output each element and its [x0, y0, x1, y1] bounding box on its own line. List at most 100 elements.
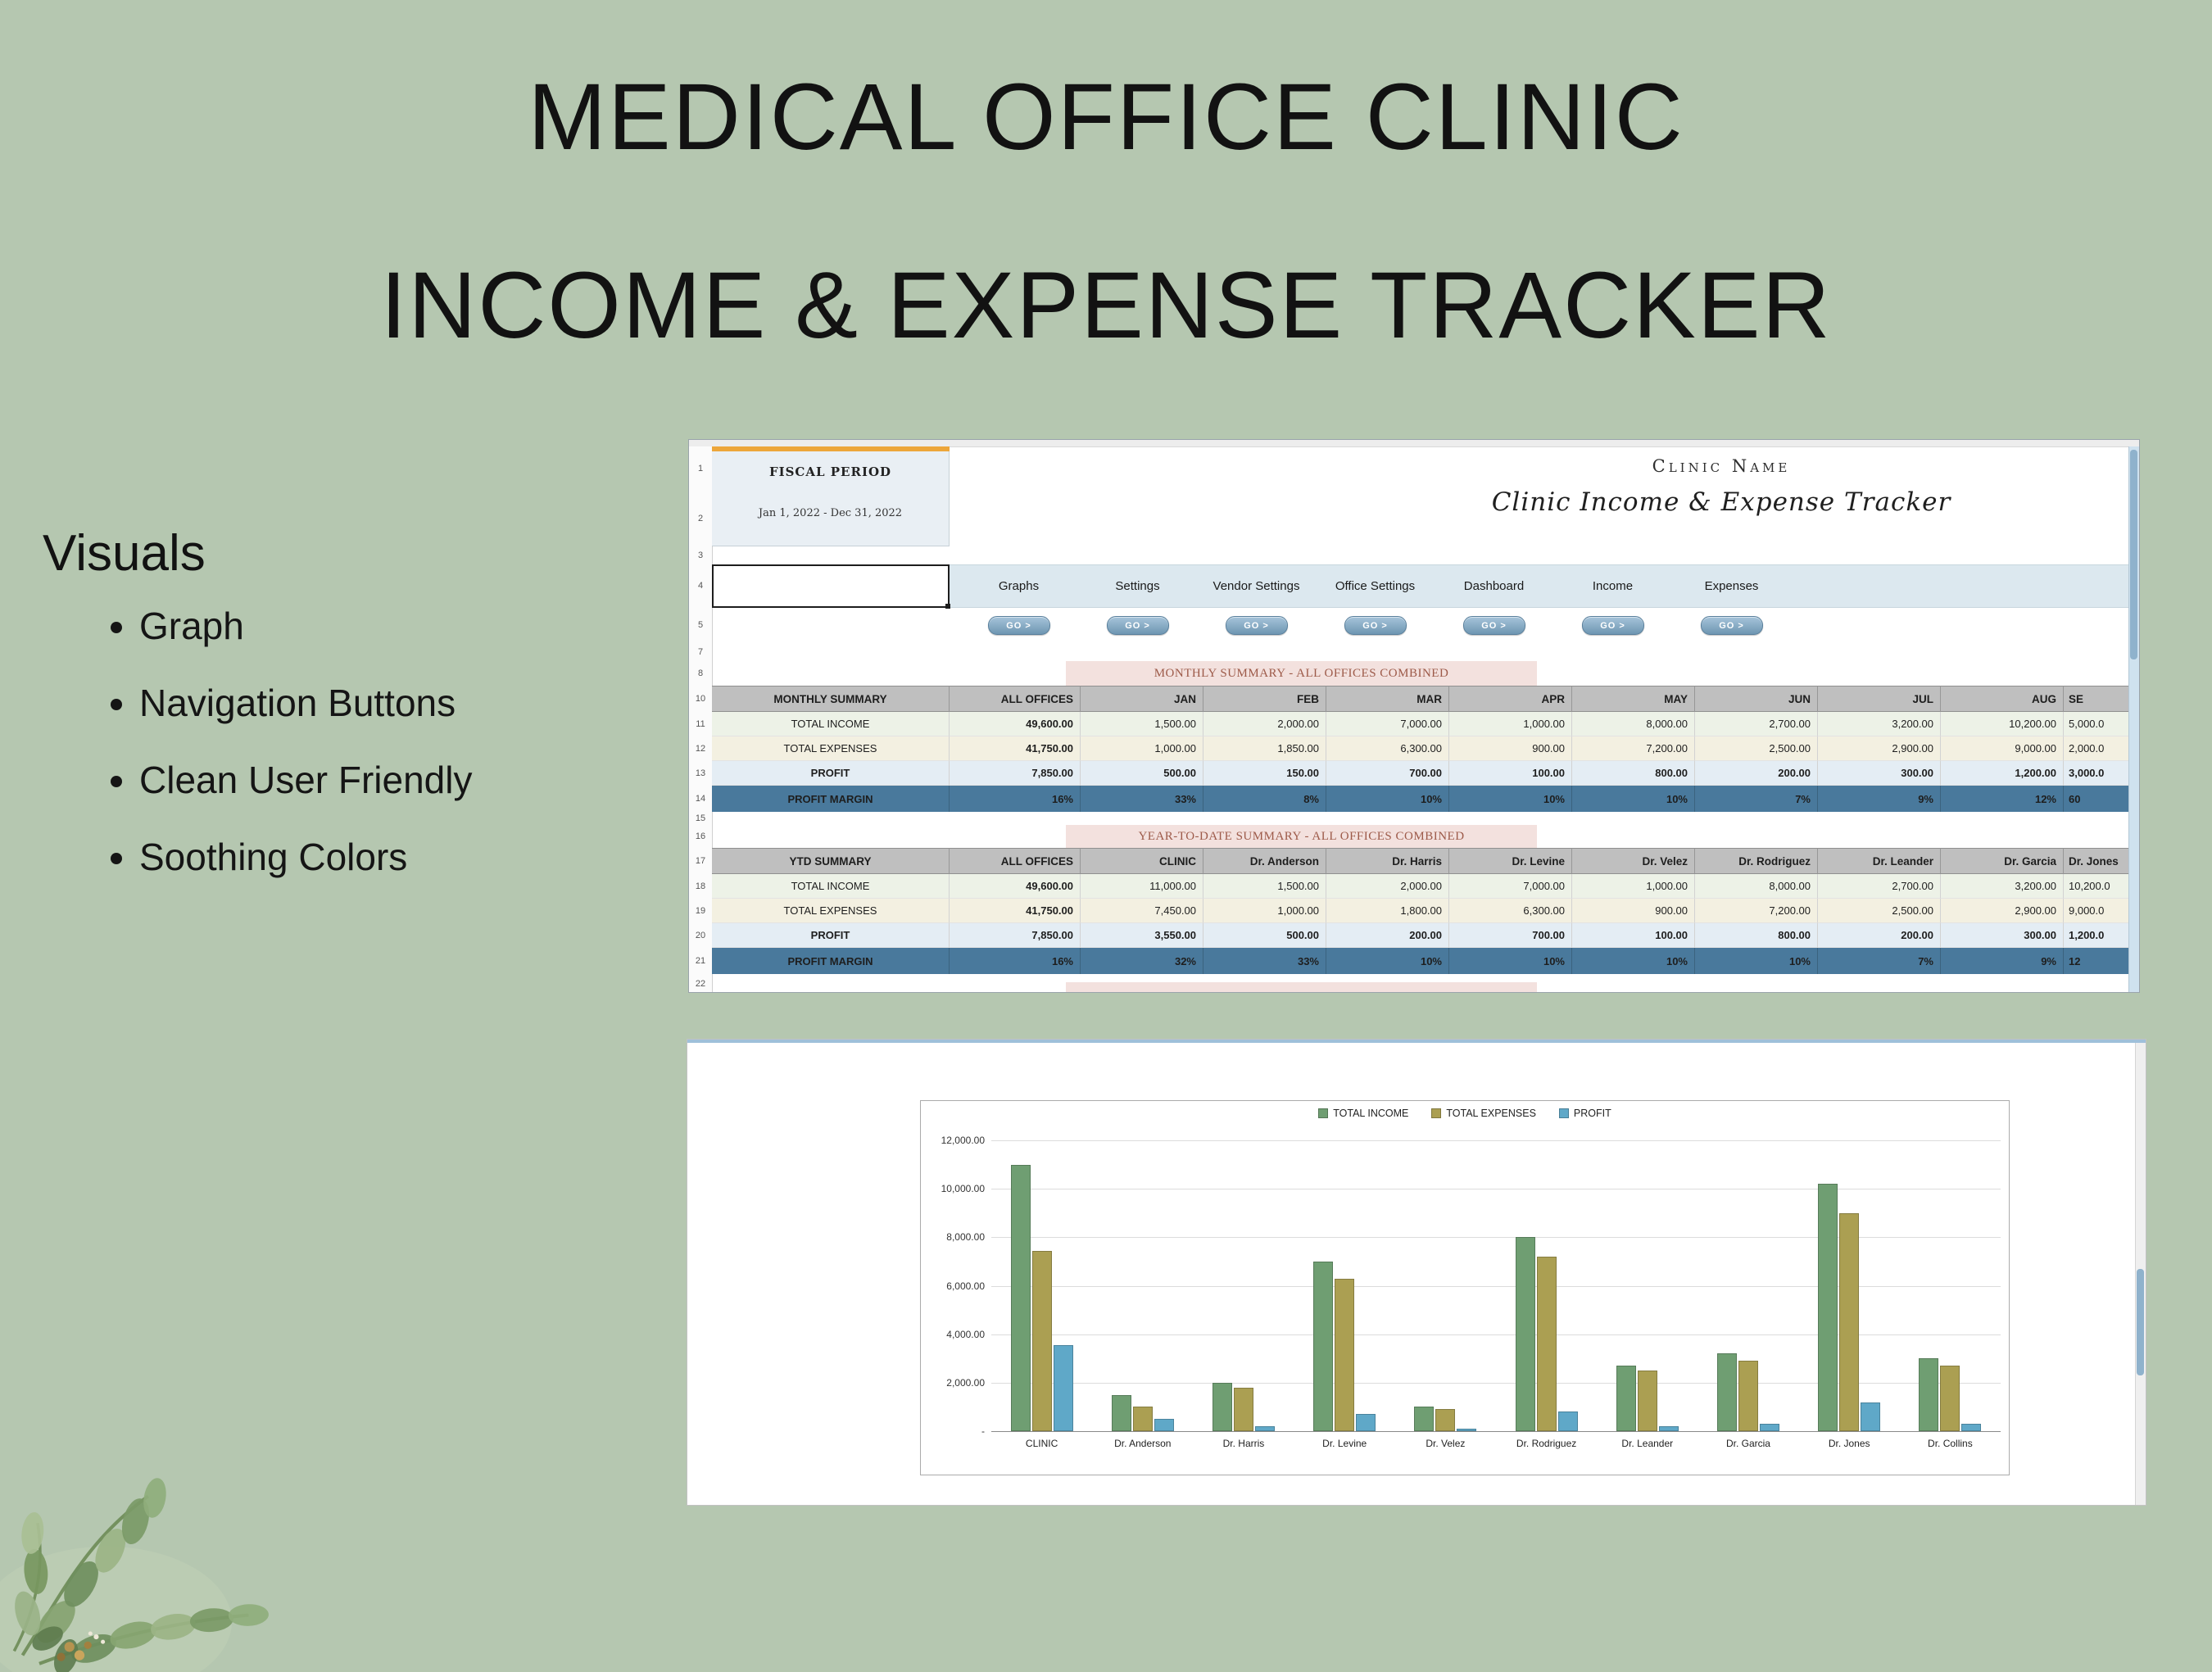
- row-label: PROFIT: [712, 761, 950, 786]
- go-button[interactable]: GO >: [987, 616, 1050, 635]
- visuals-bullet: Navigation Buttons: [139, 681, 665, 725]
- fiscal-period-label: FISCAL PERIOD: [768, 464, 892, 479]
- gridline: [991, 1334, 2001, 1335]
- go-button[interactable]: GO >: [1462, 616, 1525, 635]
- chart-scrollbar-thumb[interactable]: [2137, 1269, 2144, 1375]
- eucalyptus-decoration: [0, 1478, 269, 1672]
- row-number: 10: [695, 694, 706, 704]
- legend-item: TOTAL INCOME: [1318, 1108, 1408, 1119]
- table-cell: 9%: [1818, 786, 1941, 812]
- legend-label: PROFIT: [1573, 1108, 1611, 1119]
- column-header: Dr. Jones: [2064, 848, 2131, 874]
- visuals-heading: Visuals: [43, 525, 206, 582]
- table-cell: 9%: [1941, 948, 2064, 974]
- row-number: 1: [697, 464, 704, 474]
- bar-total-income: [1717, 1353, 1737, 1431]
- monthly-summary-table: MONTHLY SUMMARY ALL OFFICES JAN FEB MAR APR MA…: [712, 686, 2131, 812]
- table-cell: 41,750.00: [950, 736, 1081, 761]
- profit-margin-row: PROFIT MARGIN 16% 32% 33% 10% 10% 10% 10% 7% 9% 12: [712, 948, 2131, 974]
- column-header: Dr. Levine: [1449, 848, 1572, 874]
- go-button-slot: GO >: [1197, 608, 1316, 643]
- table-cell: 9,000.0: [2064, 899, 2131, 923]
- table-cell: 3,200.00: [1818, 712, 1941, 736]
- bar-profit: [1154, 1419, 1174, 1431]
- legend-item: PROFIT: [1558, 1108, 1611, 1119]
- chart-legend: TOTAL INCOME TOTAL EXPENSES PROFIT: [921, 1108, 2009, 1119]
- bar-chart: TOTAL INCOME TOTAL EXPENSES PROFIT 12,000.…: [920, 1100, 2010, 1475]
- table-cell: 60: [2064, 786, 2131, 812]
- table-cell: 6,300.00: [1326, 736, 1449, 761]
- bar-profit: [1760, 1424, 1779, 1431]
- table-cell: 10,200.00: [1941, 712, 2064, 736]
- row-number: 12: [695, 744, 706, 754]
- row-label: TOTAL EXPENSES: [712, 736, 950, 761]
- table-cell: 33%: [1203, 948, 1326, 974]
- go-button[interactable]: GO >: [1581, 616, 1644, 635]
- row-number: 5: [697, 620, 704, 630]
- table-cell: 2,700.00: [1818, 874, 1941, 899]
- table-cell: 150.00: [1203, 761, 1326, 786]
- row-number: 18: [695, 881, 706, 891]
- column-header: YTD SUMMARY: [712, 848, 950, 874]
- column-header: MAY: [1572, 686, 1695, 712]
- table-cell: 8%: [1203, 786, 1326, 812]
- table-cell: 2,500.00: [1695, 736, 1818, 761]
- page-title: MEDICAL OFFICE CLINIC INCOME & EXPENSE T…: [0, 23, 2212, 400]
- y-axis-tick-label: -: [981, 1425, 985, 1437]
- table-cell: 500.00: [1081, 761, 1203, 786]
- table-cell: 10%: [1572, 786, 1695, 812]
- selected-cell: [712, 564, 950, 609]
- table-cell: 7,000.00: [1326, 712, 1449, 736]
- table-cell: 7%: [1818, 948, 1941, 974]
- table-cell: 1,200.0: [2064, 923, 2131, 948]
- go-button[interactable]: GO >: [1106, 616, 1169, 635]
- profit-margin-row: PROFIT MARGIN 16% 33% 8% 10% 10% 10% 7% 9% 12% 60: [712, 786, 2131, 812]
- table-row: TOTAL INCOME 49,600.00 1,500.00 2,000.00 7,0…: [712, 712, 2131, 736]
- table-cell: 2,700.00: [1695, 712, 1818, 736]
- row-number: 15: [695, 813, 706, 823]
- table-row: PROFIT 7,850.00 3,550.00 500.00 200.00 700.00…: [712, 923, 2131, 948]
- row-label: PROFIT: [712, 923, 950, 948]
- row-label: TOTAL EXPENSES: [712, 899, 950, 923]
- nav-tab-label: Office Settings: [1335, 579, 1416, 593]
- table-cell: 1,500.00: [1203, 874, 1326, 899]
- bar-total-income: [1616, 1366, 1636, 1431]
- table-cell: 2,000.00: [1326, 874, 1449, 899]
- nav-tab-label: Settings: [1115, 579, 1160, 593]
- go-button[interactable]: GO >: [1700, 616, 1763, 635]
- bar-total-income: [1414, 1407, 1435, 1431]
- scrollbar-thumb[interactable]: [2130, 450, 2137, 659]
- bar-total-income: [1515, 1237, 1535, 1431]
- gridline: [991, 1431, 2001, 1432]
- y-axis-tick-label: 12,000.00: [941, 1135, 985, 1146]
- column-header: FEB: [1203, 686, 1326, 712]
- table-cell: 16%: [950, 948, 1081, 974]
- table-cell: 1,000.00: [1081, 736, 1203, 761]
- table-cell: 300.00: [1941, 923, 2064, 948]
- table-cell: 49,600.00: [950, 874, 1081, 899]
- go-button-slot: GO >: [1316, 608, 1435, 643]
- bar-total-expenses: [1940, 1366, 1960, 1431]
- table-row: TOTAL EXPENSES 41,750.00 1,000.00 1,850.00 6…: [712, 736, 2131, 761]
- monthly-section-title: MONTHLY SUMMARY - ALL OFFICES COMBINED: [1066, 661, 1537, 686]
- row-number: 16: [695, 831, 706, 841]
- legend-swatch: [1318, 1108, 1329, 1118]
- bar-total-expenses: [1132, 1407, 1153, 1431]
- table-cell: 9,000.00: [1941, 736, 2064, 761]
- go-button[interactable]: GO >: [1344, 616, 1407, 635]
- column-header-strip: [689, 440, 2139, 447]
- column-header: Dr. Harris: [1326, 848, 1449, 874]
- table-cell: 7,000.00: [1449, 874, 1572, 899]
- column-header: ALL OFFICES: [950, 686, 1081, 712]
- row-number: 3: [697, 551, 704, 560]
- column-header: AUG: [1941, 686, 2064, 712]
- x-axis-category-label: Dr. Velez: [1426, 1438, 1466, 1449]
- go-button[interactable]: GO >: [1225, 616, 1288, 635]
- table-cell: 8,000.00: [1572, 712, 1695, 736]
- x-axis-category-label: Dr. Levine: [1322, 1438, 1367, 1449]
- bar-profit: [1557, 1411, 1578, 1431]
- column-header: Dr. Leander: [1818, 848, 1941, 874]
- row-number: 2: [697, 514, 704, 523]
- table-cell: 100.00: [1449, 761, 1572, 786]
- bar-profit: [1658, 1426, 1679, 1431]
